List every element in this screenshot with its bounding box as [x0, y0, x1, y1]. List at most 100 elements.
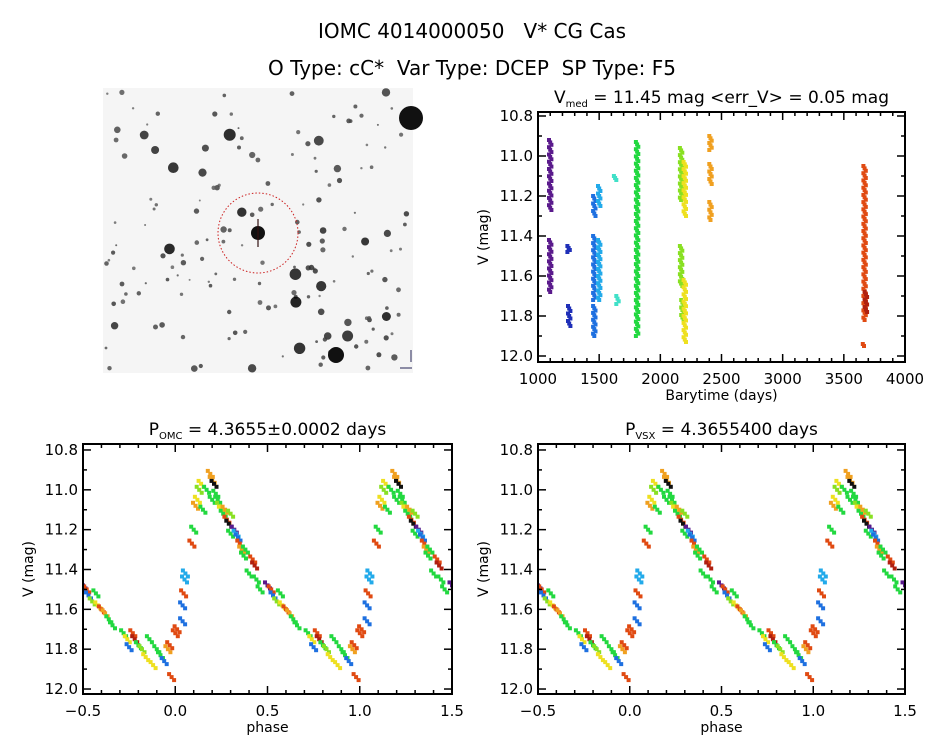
- star: [221, 239, 226, 244]
- star: [160, 253, 166, 259]
- data-point: [791, 666, 796, 671]
- data-point: [434, 560, 439, 565]
- data-point: [656, 484, 661, 489]
- data-point: [633, 305, 638, 310]
- data-point: [681, 188, 686, 193]
- data-point: [454, 587, 458, 591]
- data-point: [861, 257, 866, 262]
- star: [290, 153, 294, 156]
- data-point: [861, 214, 866, 219]
- data-point: [416, 528, 421, 533]
- data-point: [635, 164, 640, 168]
- data-point: [548, 147, 553, 152]
- data-point: [597, 283, 602, 288]
- data-point: [596, 245, 600, 250]
- data-point: [185, 580, 189, 585]
- star: [144, 224, 147, 226]
- data-point: [180, 574, 184, 579]
- data-point: [670, 494, 675, 499]
- data-point: [430, 550, 435, 555]
- data-point: [881, 547, 885, 552]
- data-point: [408, 518, 413, 523]
- data-point: [842, 487, 847, 492]
- data-point: [549, 264, 554, 268]
- data-point: [379, 484, 384, 489]
- data-point: [420, 535, 425, 540]
- data-point: [172, 624, 177, 629]
- data-point: [673, 508, 677, 513]
- star: [119, 281, 125, 287]
- data-point: [399, 484, 403, 489]
- data-point: [629, 627, 634, 632]
- star: [249, 151, 256, 159]
- data-point: [405, 504, 410, 509]
- data-point: [314, 648, 319, 653]
- data-point: [334, 640, 339, 645]
- data-point: [679, 183, 684, 188]
- data-point: [778, 647, 783, 652]
- data-point: [863, 168, 868, 173]
- data-point: [874, 544, 879, 549]
- data-point: [847, 478, 852, 483]
- data-point: [682, 511, 687, 516]
- data-point: [767, 648, 772, 653]
- data-point: [818, 568, 823, 573]
- star: [302, 203, 305, 206]
- data-point: [598, 271, 603, 276]
- data-point: [863, 292, 868, 297]
- data-point: [675, 511, 680, 516]
- data-point: [583, 628, 587, 633]
- data-point: [121, 631, 126, 636]
- data-point: [258, 587, 263, 592]
- data-point: [423, 550, 428, 555]
- data-point: [633, 283, 638, 288]
- data-point: [390, 468, 395, 473]
- data-point: [406, 514, 411, 519]
- data-point: [278, 591, 283, 596]
- data-point: [597, 269, 602, 274]
- data-point: [745, 617, 750, 622]
- data-point: [708, 218, 713, 222]
- data-point: [392, 474, 397, 479]
- data-point: [679, 298, 684, 302]
- data-point: [808, 628, 813, 633]
- data-point: [862, 173, 867, 178]
- data-point: [251, 574, 256, 579]
- data-point: [672, 500, 677, 505]
- data-point: [651, 487, 656, 492]
- data-point: [603, 660, 608, 665]
- data-point: [898, 590, 903, 595]
- star: [370, 269, 374, 273]
- data-point: [869, 528, 874, 533]
- data-point: [635, 293, 640, 298]
- data-point: [816, 600, 821, 605]
- data-point: [708, 172, 713, 176]
- lightcurve-time-plot: 1000 1500 2000 2500 3000 3500 4000 10.8 11.0 11.2…: [476, 88, 924, 404]
- star: [205, 238, 209, 242]
- data-point: [888, 557, 893, 562]
- star: [198, 168, 207, 177]
- data-point: [708, 202, 713, 207]
- data-point: [382, 504, 387, 509]
- data-point: [208, 471, 213, 476]
- x-tick-label: 0.0: [163, 702, 187, 720]
- data-point: [221, 511, 226, 516]
- star: [383, 229, 391, 237]
- data-point: [133, 640, 138, 645]
- data-point: [605, 663, 610, 668]
- star: [306, 241, 312, 247]
- data-point: [696, 550, 701, 555]
- data-point: [860, 507, 865, 512]
- data-point: [547, 280, 551, 285]
- data-point: [548, 154, 553, 159]
- data-point: [684, 340, 688, 344]
- star: [399, 132, 404, 137]
- data-point: [596, 288, 600, 293]
- data-point: [367, 577, 371, 582]
- data-point: [195, 497, 200, 502]
- data-point: [180, 568, 185, 573]
- star: [319, 227, 327, 234]
- data-point: [328, 655, 333, 660]
- data-point: [863, 255, 868, 260]
- data-point: [604, 640, 609, 645]
